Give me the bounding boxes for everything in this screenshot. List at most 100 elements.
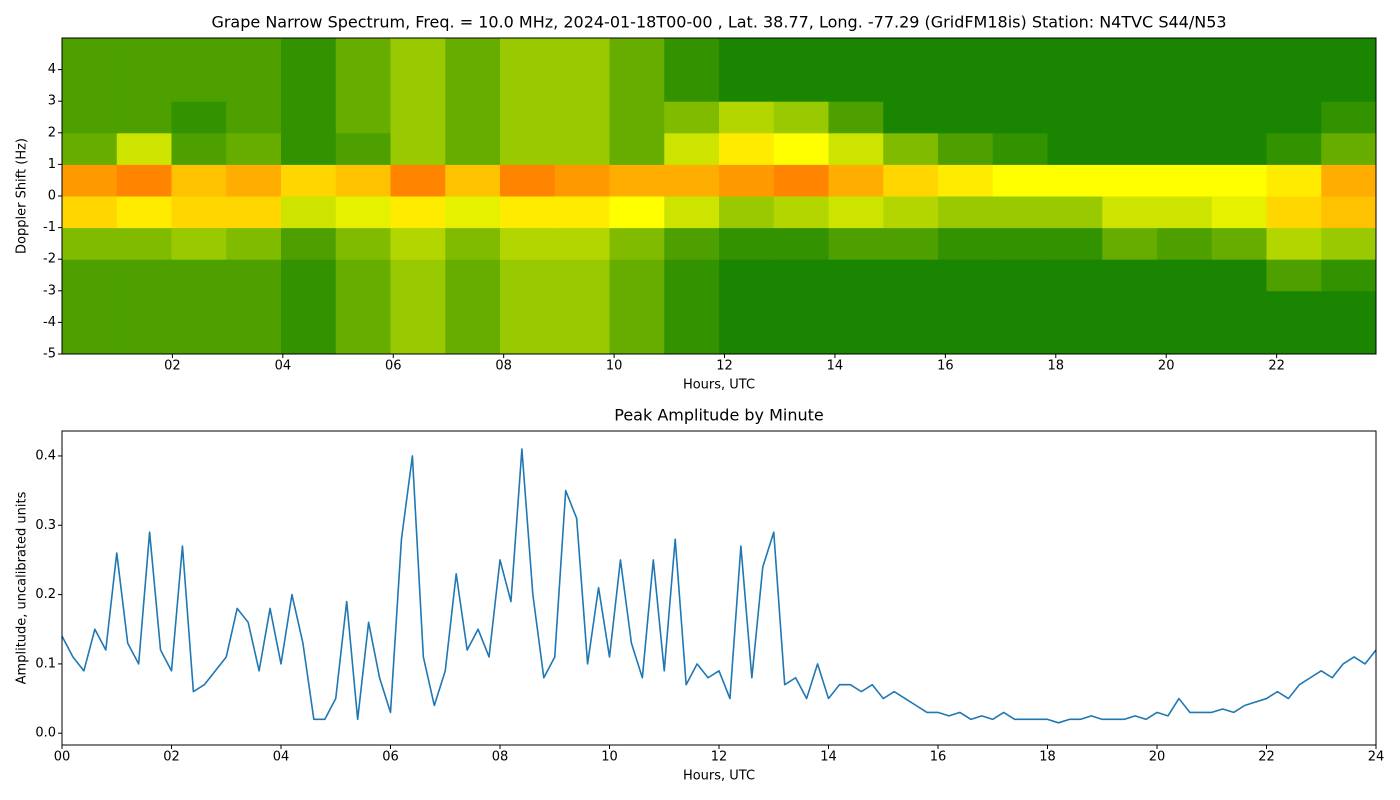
heat-cell <box>828 290 884 323</box>
heat-cell <box>226 69 282 102</box>
heat-cell <box>664 196 720 229</box>
heat-cell <box>390 259 446 292</box>
heat-cell <box>226 290 282 323</box>
heat-cell <box>664 322 720 355</box>
heat-cell <box>62 132 118 165</box>
x-tick-label: 14 <box>827 359 844 374</box>
heat-cell <box>664 38 720 71</box>
heat-cell <box>938 290 994 323</box>
heat-cell <box>171 227 227 260</box>
heat-cell <box>883 259 939 292</box>
x-tick-label: 04 <box>273 750 290 765</box>
heat-cell <box>500 101 556 134</box>
heat-cell <box>1266 132 1322 165</box>
y-tick-label: 4 <box>48 62 56 77</box>
heat-cell <box>554 38 610 71</box>
heat-cell <box>500 69 556 102</box>
heat-cell <box>1211 69 1267 102</box>
heat-cell <box>828 259 884 292</box>
heat-cell <box>1047 38 1103 71</box>
heat-cell <box>992 101 1048 134</box>
heat-cell <box>500 196 556 229</box>
heat-cell <box>445 101 501 134</box>
x-tick-label: 24 <box>1368 750 1385 765</box>
heat-cell <box>1047 322 1103 355</box>
heat-cell <box>828 164 884 197</box>
heat-cell <box>554 164 610 197</box>
heat-cell <box>828 38 884 71</box>
heat-cell <box>335 38 391 71</box>
x-tick-label: 18 <box>1039 750 1056 765</box>
heat-cell <box>719 101 775 134</box>
x-tick-label: 10 <box>606 359 623 374</box>
heat-cell <box>1157 259 1213 292</box>
heat-cell <box>554 69 610 102</box>
heat-cell <box>1102 132 1158 165</box>
y-axis-label: Amplitude, uncalibrated units <box>15 491 30 684</box>
heat-cell <box>500 227 556 260</box>
heat-cell <box>171 196 227 229</box>
heat-cell <box>883 164 939 197</box>
x-tick-label: 08 <box>492 750 509 765</box>
heat-cell <box>1157 132 1213 165</box>
heat-cell <box>335 227 391 260</box>
heat-cell <box>281 259 337 292</box>
heat-cell <box>500 290 556 323</box>
x-tick-label: 00 <box>54 750 71 765</box>
heat-cell <box>828 132 884 165</box>
heat-cell <box>116 227 172 260</box>
heat-cell <box>938 69 994 102</box>
heat-cell <box>609 132 665 165</box>
heat-cell <box>1211 101 1267 134</box>
heat-cell <box>1266 322 1322 355</box>
heat-cell <box>609 164 665 197</box>
heat-cell <box>226 101 282 134</box>
heat-cell <box>1102 259 1158 292</box>
heat-cell <box>992 290 1048 323</box>
heat-cell <box>445 322 501 355</box>
heat-cell <box>1321 132 1377 165</box>
heat-cell <box>1266 196 1322 229</box>
heat-cell <box>883 196 939 229</box>
heat-cell <box>281 290 337 323</box>
heat-cell <box>116 164 172 197</box>
heat-cell <box>281 322 337 355</box>
heat-cell <box>992 259 1048 292</box>
heat-cell <box>773 101 829 134</box>
x-tick-label: 04 <box>275 359 292 374</box>
heat-cell <box>62 101 118 134</box>
heat-cell <box>938 227 994 260</box>
heat-cell <box>390 69 446 102</box>
heat-cell <box>226 196 282 229</box>
heat-cell <box>116 38 172 71</box>
heat-cell <box>116 132 172 165</box>
y-tick-label: -2 <box>43 252 56 267</box>
y-tick-label: -5 <box>43 347 56 362</box>
heat-cell <box>1047 132 1103 165</box>
heat-cell <box>773 196 829 229</box>
heat-cell <box>664 69 720 102</box>
heat-cell <box>445 38 501 71</box>
x-tick-label: 08 <box>495 359 512 374</box>
y-tick-label: 0.1 <box>35 656 56 671</box>
heat-cell <box>938 38 994 71</box>
heat-cell <box>335 322 391 355</box>
heat-cell <box>445 132 501 165</box>
heat-cell <box>171 322 227 355</box>
heat-cell <box>281 164 337 197</box>
heat-cell <box>226 132 282 165</box>
x-tick-label: 16 <box>930 750 947 765</box>
heat-cell <box>1266 38 1322 71</box>
heat-cell <box>992 69 1048 102</box>
heat-cell <box>335 164 391 197</box>
heat-cell <box>116 101 172 134</box>
heat-cell <box>1321 164 1377 197</box>
heat-cell <box>1047 69 1103 102</box>
x-tick-label: 18 <box>1048 359 1065 374</box>
heat-cell <box>1266 164 1322 197</box>
heat-cell <box>62 227 118 260</box>
heat-cell <box>281 38 337 71</box>
heat-cell <box>609 259 665 292</box>
heat-cell <box>719 164 775 197</box>
